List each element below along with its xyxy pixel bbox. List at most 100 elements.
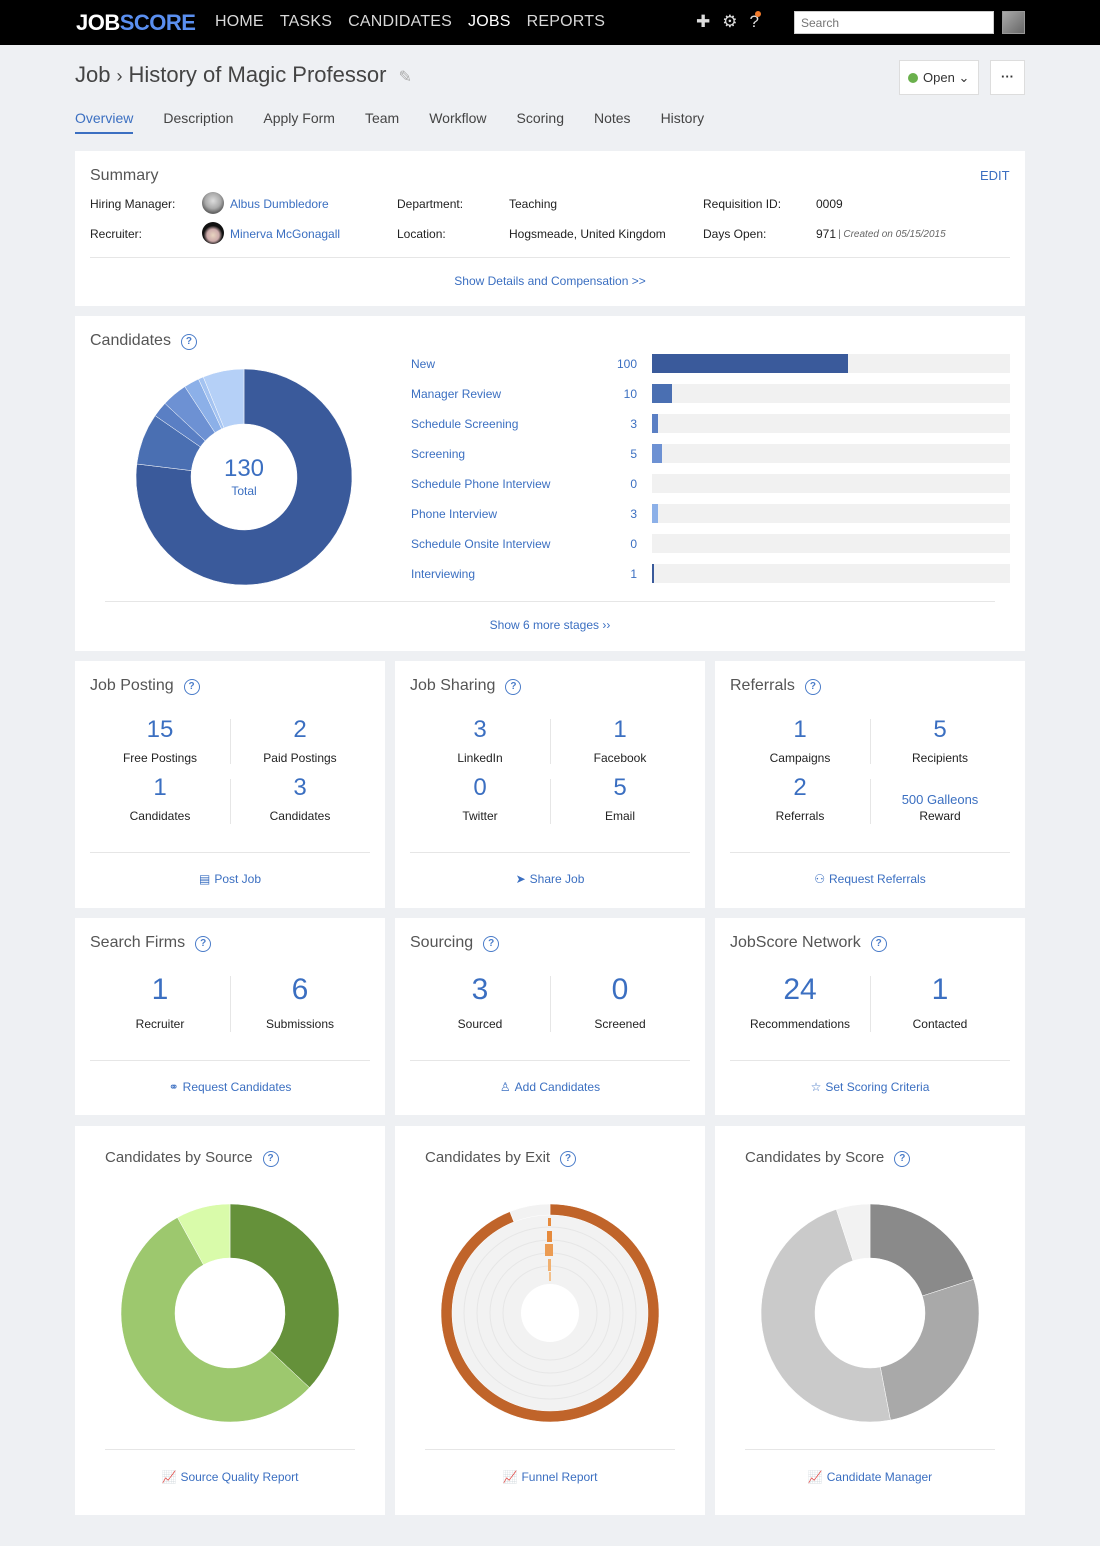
help-circle-icon[interactable]: ? [804,679,821,695]
user-avatar[interactable] [1002,11,1025,34]
donut-slice[interactable] [121,1217,310,1422]
paid-postings-count[interactable]: 2 [293,716,307,743]
screened-count[interactable]: 0 [611,973,629,1006]
free-candidates-count[interactable]: 1 [153,774,167,801]
email-count[interactable]: 5 [613,774,627,801]
stage-count[interactable]: 5 [630,447,637,461]
source-chart-title: Candidates by Source? [105,1149,279,1167]
donut-slice[interactable] [441,1204,659,1422]
nav-reports[interactable]: REPORTS [526,13,606,30]
add-candidates-link[interactable]: ♙ Add Candidates [499,1080,601,1094]
help-circle-icon[interactable]: ? [262,1151,279,1167]
breadcrumb-job[interactable]: Job [75,62,111,87]
donut-slice[interactable] [761,1209,891,1422]
donut-slice[interactable] [229,1204,339,1388]
help-circle-icon[interactable]: ? [180,334,197,350]
twitter-count[interactable]: 0 [473,774,487,801]
stage-name[interactable]: Schedule Phone Interview [411,477,551,491]
donut-slice[interactable] [880,1279,979,1421]
donut-slice[interactable] [869,1204,974,1297]
source-quality-report-link[interactable]: 📈 Source Quality Report [161,1470,299,1484]
recruiter-count[interactable]: 1 [151,973,169,1006]
show-more-stages-link[interactable]: Show 6 more stages ›› [489,618,611,632]
recipients-count[interactable]: 5 [933,716,947,743]
status-dropdown[interactable]: Open ⌄ [899,60,979,95]
help-circle-icon[interactable]: ? [870,936,887,952]
jobscore-logo[interactable]: JOBSCORE [76,10,196,35]
stage-bar-track [652,384,1010,403]
nav-tasks[interactable]: TASKS [279,13,333,30]
facebook-count[interactable]: 1 [613,716,627,743]
tab-history[interactable]: History [660,110,705,126]
help-circle-icon[interactable]: ? [560,1151,577,1167]
post-job-link[interactable]: ▤ Post Job [198,872,262,886]
candidate-manager-link[interactable]: 📈 Candidate Manager [807,1470,933,1484]
help-circle-icon[interactable]: ? [195,936,212,952]
plus-icon[interactable]: ✚ [696,12,711,31]
submissions-count[interactable]: 6 [291,973,309,1006]
recommendations-count[interactable]: 24 [783,973,817,1006]
edit-link[interactable]: EDIT [980,168,1010,183]
referrals-count[interactable]: 2 [793,774,807,801]
gear-icon[interactable]: ⚙ [722,12,738,31]
stage-count[interactable]: 0 [630,477,637,491]
stage-name[interactable]: Phone Interview [411,507,498,521]
help-circle-icon[interactable]: ? [505,679,522,695]
free-postings-count[interactable]: 15 [146,716,174,743]
reward-value[interactable]: 500 Galleons [901,792,979,807]
tab-overview[interactable]: Overview [75,110,134,134]
help-circle-icon[interactable]: ? [894,1151,911,1167]
request-referrals-link[interactable]: ⚇ Request Referrals [814,872,926,886]
tab-workflow[interactable]: Workflow [429,110,487,126]
stage-count[interactable]: 3 [630,507,637,521]
funnel-report-link[interactable]: 📈 Funnel Report [502,1470,598,1484]
set-scoring-criteria-link[interactable]: ☆ Set Scoring Criteria [810,1080,930,1094]
tab-team[interactable]: Team [364,110,400,126]
stage-bar-track [652,534,1010,553]
stage-bar [652,384,672,403]
tab-description[interactable]: Description [163,110,234,126]
nav-home[interactable]: HOME [215,13,264,30]
donut-slice[interactable] [836,1204,871,1262]
paid-candidates-count[interactable]: 3 [293,774,307,801]
divider [105,601,995,602]
chart-icon: 📈 [502,1470,518,1484]
stage-name[interactable]: Manager Review [411,387,502,401]
help-circle-icon[interactable]: ? [183,679,200,695]
stage-count[interactable]: 100 [616,357,637,371]
nav-jobs[interactable]: JOBS [468,13,511,30]
tab-scoring[interactable]: Scoring [516,110,564,126]
show-details-link[interactable]: Show Details and Compensation >> [454,274,646,288]
stage-bar [652,564,654,583]
request-candidates-link[interactable]: ⚭ Request Candidates [168,1080,292,1094]
campaigns-count[interactable]: 1 [793,716,807,743]
share-job-link[interactable]: ➤ Share Job [515,872,585,886]
linkedin-count[interactable]: 3 [473,716,487,743]
stage-name[interactable]: Interviewing [411,567,476,581]
stage-name[interactable]: New [411,357,436,371]
stage-name[interactable]: Screening [411,447,466,461]
tab-apply-form[interactable]: Apply Form [263,110,335,126]
hiring-manager-link[interactable]: Albus Dumbledore [230,197,329,211]
pin-icon[interactable]: ✎ [398,69,412,86]
stage-count[interactable]: 10 [623,387,637,401]
donut-slice[interactable] [135,368,353,586]
donut-slice[interactable] [177,1204,231,1266]
help-icon[interactable]: ? [749,11,761,31]
nav-candidates[interactable]: CANDIDATES [348,13,453,30]
stage-name[interactable]: Schedule Onsite Interview [411,537,551,551]
donut-slice[interactable] [202,368,245,429]
help-circle-icon[interactable]: ? [483,936,500,952]
stage-count[interactable]: 0 [630,537,637,551]
contacted-count[interactable]: 1 [931,973,949,1006]
tab-notes[interactable]: Notes [593,110,631,126]
stage-count[interactable]: 1 [630,567,637,581]
sourced-count[interactable]: 3 [471,973,489,1006]
location-value: Hogsmeade, United Kingdom [509,227,666,241]
stage-name[interactable]: Schedule Screening [411,417,519,431]
search-input[interactable] [794,11,994,34]
more-button[interactable]: ··· [990,60,1025,95]
recruiter-link[interactable]: Minerva McGonagall [230,227,341,241]
stage-count[interactable]: 3 [630,417,637,431]
donut-slice[interactable] [509,1204,551,1223]
